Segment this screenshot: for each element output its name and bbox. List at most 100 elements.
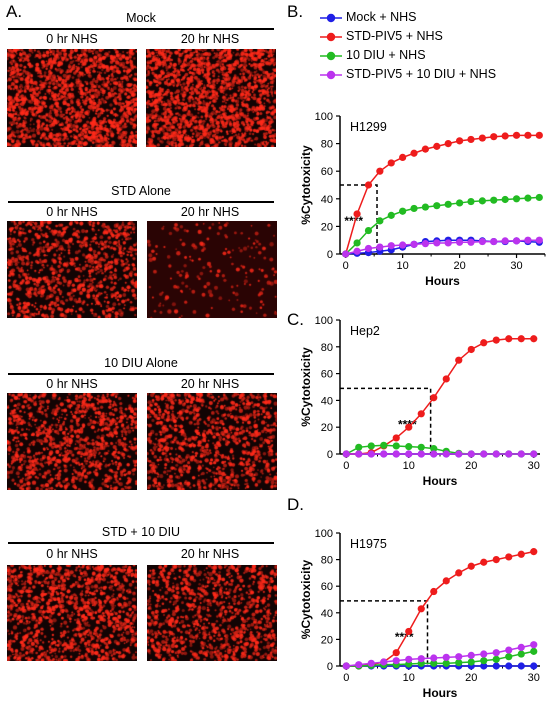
y-tick-label: 20 <box>321 221 333 233</box>
x-tick-label: 10 <box>397 260 409 272</box>
data-point <box>524 236 532 244</box>
y-tick-label: 60 <box>321 166 333 178</box>
legend-item: Mock + NHS <box>318 10 417 26</box>
data-point <box>535 193 543 202</box>
image-label-20hr: 20 hr NHS <box>180 32 240 46</box>
series-std-piv5-nhs <box>342 131 543 258</box>
legend-label: STD-PIV5 + NHS <box>346 29 443 43</box>
series-line <box>344 134 540 255</box>
y-tick-label: 40 <box>321 194 333 206</box>
data-point <box>421 145 430 153</box>
legend-label: Mock + NHS <box>346 10 417 24</box>
data-point <box>364 226 373 235</box>
series-10-diu-nhs <box>342 193 543 258</box>
data-point <box>467 238 475 246</box>
data-point <box>524 194 532 202</box>
section-divider <box>8 28 274 30</box>
data-point <box>455 199 464 207</box>
micrograph-mock-0hr <box>7 49 137 147</box>
data-point <box>501 132 509 140</box>
x-tick-label: 20 <box>453 260 465 272</box>
data-point <box>342 250 350 258</box>
data-point <box>478 134 486 142</box>
data-point <box>421 240 430 248</box>
micrograph-10diu-20hr <box>147 393 277 490</box>
legend-item: 10 DIU + NHS <box>318 48 426 64</box>
data-point <box>376 217 384 225</box>
section-title-std-alone: STD Alone <box>111 184 171 198</box>
data-point <box>353 239 361 247</box>
y-tick-label: 100 <box>315 111 333 123</box>
ec50-dashed-marker <box>340 184 378 254</box>
data-point <box>433 202 441 210</box>
y-axis-label: %Cytotoxicity <box>299 145 313 225</box>
data-point <box>467 197 475 206</box>
data-point <box>444 140 452 148</box>
panel-label-c: C. <box>287 310 304 329</box>
micrograph-std-0hr <box>7 221 137 318</box>
data-point <box>410 204 418 213</box>
data-point <box>535 236 543 244</box>
data-point <box>501 237 509 245</box>
legend-marker <box>320 51 342 60</box>
data-point <box>490 237 498 246</box>
legend-item: STD-PIV5 + 10 DIU + NHS <box>318 67 496 83</box>
x-tick-label: 30 <box>510 260 522 272</box>
series-std-piv5-10-diu-nhs <box>342 236 543 258</box>
data-point <box>512 237 521 245</box>
micrograph-std-10diu-20hr <box>147 565 277 661</box>
data-point <box>501 195 509 204</box>
image-label-0hr: 0 hr NHS <box>46 205 98 219</box>
data-point <box>364 244 373 253</box>
legend-item: STD-PIV5 + NHS <box>318 29 443 45</box>
legend-marker <box>320 13 342 22</box>
image-label-20hr: 20 hr NHS <box>180 377 240 391</box>
data-point <box>364 181 373 189</box>
section-title-std-10diu: STD + 10 DIU <box>101 525 181 539</box>
data-point <box>376 243 384 251</box>
image-label-20hr: 20 hr NHS <box>180 547 240 561</box>
data-point <box>387 159 395 167</box>
legend-label: STD-PIV5 + 10 DIU + NHS <box>346 67 497 81</box>
x-tick-label: 0 <box>343 260 349 272</box>
legend-marker <box>320 32 342 41</box>
y-tick-label: 80 <box>321 139 333 151</box>
data-point <box>399 241 407 249</box>
data-point <box>455 238 464 246</box>
data-point <box>535 131 543 139</box>
data-point <box>353 210 361 218</box>
image-label-0hr: 0 hr NHS <box>46 32 98 46</box>
data-point <box>399 207 407 215</box>
micrograph-std-20hr <box>147 221 277 318</box>
data-point <box>387 242 395 250</box>
data-point <box>490 133 498 141</box>
data-point <box>490 196 498 204</box>
data-point <box>467 135 475 144</box>
data-point <box>512 195 521 203</box>
micrograph-10diu-0hr <box>7 393 137 490</box>
micrograph-mock-20hr <box>146 49 276 147</box>
section-divider <box>8 201 274 203</box>
data-point <box>387 211 395 219</box>
significance-annotation: **** <box>344 214 363 228</box>
data-point <box>455 137 464 145</box>
data-point <box>512 131 521 139</box>
data-point <box>433 142 441 150</box>
image-label-0hr: 0 hr NHS <box>46 377 98 391</box>
legend-marker <box>320 70 342 79</box>
x-axis-label: Hours <box>425 274 460 288</box>
series-line <box>345 196 540 255</box>
section-divider <box>8 542 274 544</box>
micrograph-std-10diu-0hr <box>7 565 137 661</box>
data-point <box>478 237 486 246</box>
data-point <box>478 197 486 205</box>
panel-label-b: B. <box>287 2 304 21</box>
panel-label-d: D. <box>287 495 304 514</box>
panel-label-a: A. <box>6 2 23 21</box>
data-point <box>399 153 407 161</box>
image-label-0hr: 0 hr NHS <box>46 547 98 561</box>
data-point <box>410 240 418 248</box>
chart-title: H1299 <box>350 120 387 134</box>
data-point <box>433 239 441 247</box>
data-point <box>353 247 361 255</box>
